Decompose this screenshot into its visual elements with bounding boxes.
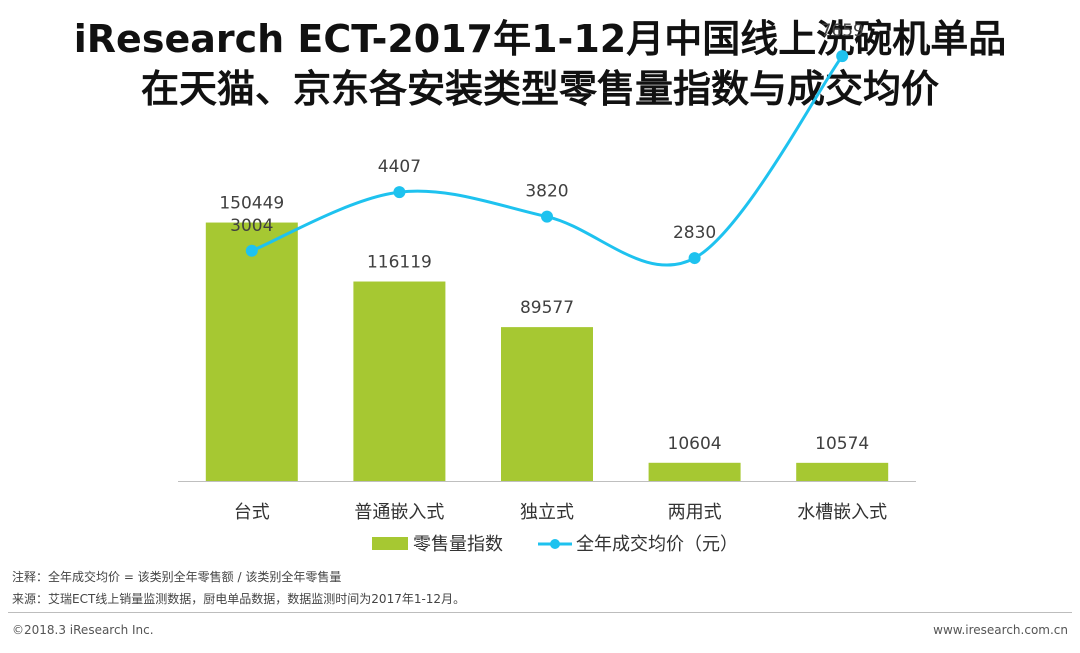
- bar-3: [501, 327, 593, 481]
- labels-layer: 150449 台式 116119 普通嵌入式 89577 独立式 10604 两用式 10574…: [219, 21, 887, 523]
- legend-line-marker: [550, 539, 560, 549]
- legend-line-label: 全年成交均价（元）: [576, 534, 738, 555]
- price-point-1: [245, 244, 258, 257]
- price-point-3: [541, 210, 553, 223]
- bar-4: [648, 462, 741, 481]
- x-tick-label-5: 水槽嵌入式: [797, 502, 887, 523]
- bar-value-label-4: 10604: [668, 434, 722, 454]
- bar-5: [796, 462, 889, 481]
- price-line: [251, 55, 844, 267]
- footer-divider: [8, 612, 1072, 613]
- price-value-label-4: 2830: [673, 223, 716, 243]
- bar-value-label-3: 89577: [520, 298, 574, 318]
- website-link[interactable]: www.iresearch.com.cn: [933, 623, 1068, 637]
- bar-2: [353, 281, 446, 481]
- footnote-source: 来源：艾瑞ECT线上销量监测数据，厨电单品数据，数据监测时间为2017年1-12…: [12, 592, 466, 606]
- x-tick-label-4: 两用式: [668, 502, 722, 523]
- x-tick-label-3: 独立式: [520, 502, 574, 523]
- bar-1: [205, 222, 298, 481]
- price-value-label-3: 3820: [525, 182, 568, 202]
- x-tick-label-1: 台式: [234, 502, 270, 523]
- bar-value-label-2: 116119: [367, 253, 432, 273]
- bar-value-label-1: 150449: [219, 194, 284, 214]
- x-tick-label-2: 普通嵌入式: [354, 502, 444, 523]
- bars-layer: [205, 222, 889, 481]
- price-value-label-2: 4407: [378, 157, 421, 177]
- bar-value-label-5: 10574: [815, 434, 869, 454]
- legend: 零售量指数 全年成交均价（元）: [372, 534, 738, 555]
- price-point-4: [688, 252, 701, 265]
- footnote-note: 注释：全年成交均价 = 该类别全年零售额 / 该类别全年零售量: [12, 570, 342, 584]
- price-point-2: [393, 186, 406, 199]
- page-title-line1: iResearch ECT-2017年1-12月中国线上洗碗机单品: [73, 17, 1007, 61]
- price-point-5: [836, 50, 849, 63]
- legend-bar-swatch: [372, 537, 408, 550]
- price-value-label-5: 7659: [821, 21, 864, 41]
- line-layer: [245, 50, 849, 267]
- page-title-line2: 在天猫、京东各安装类型零售量指数与成交均价: [140, 67, 939, 111]
- combo-chart: 150449 台式 116119 普通嵌入式 89577 独立式 10604 两用式 10574…: [178, 21, 916, 555]
- price-value-label-1: 3004: [230, 216, 273, 236]
- legend-bar-label: 零售量指数: [413, 534, 503, 555]
- copyright-text: ©2018.3 iResearch Inc.: [12, 623, 154, 637]
